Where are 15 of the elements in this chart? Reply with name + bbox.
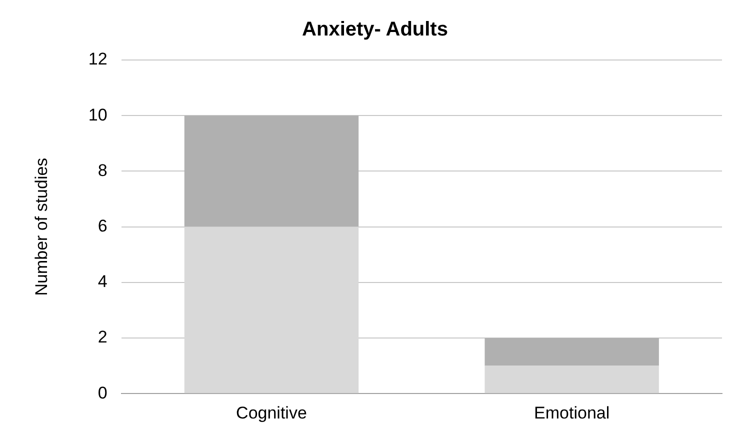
y-tick-label: 2: [98, 328, 108, 347]
bar: [184, 226, 359, 394]
y-tick-label: 12: [88, 50, 108, 69]
y-tick-label: 10: [88, 105, 108, 124]
y-tick-label: 0: [98, 383, 108, 402]
chart-title: Anxiety- Adults: [302, 18, 448, 41]
y-tick-label: 8: [98, 160, 108, 180]
x-tick-label: Emotional: [534, 403, 610, 422]
bar: [484, 338, 659, 366]
y-tick-label: 6: [98, 216, 108, 236]
y-axis-title: Number of studies: [32, 158, 51, 296]
y-tick-label: 4: [98, 272, 108, 292]
bar: [484, 366, 659, 394]
bar: [184, 116, 359, 227]
x-tick-label: Cognitive: [236, 403, 307, 422]
